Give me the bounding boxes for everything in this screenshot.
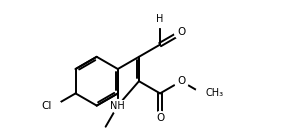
Text: H: H bbox=[157, 14, 164, 24]
Text: NH: NH bbox=[111, 101, 125, 111]
Text: O: O bbox=[177, 27, 185, 37]
Text: CH₃: CH₃ bbox=[206, 88, 224, 98]
Text: O: O bbox=[156, 113, 164, 123]
Text: O: O bbox=[177, 76, 185, 86]
Text: Cl: Cl bbox=[42, 101, 52, 111]
